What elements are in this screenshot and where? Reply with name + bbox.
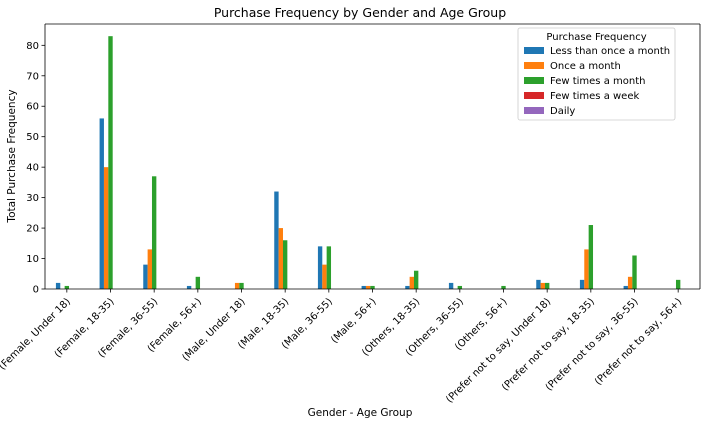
bar [579, 279, 585, 289]
y-tick-label: 20 [26, 224, 39, 235]
bar [457, 285, 463, 289]
bar [195, 276, 201, 289]
legend-entry: Few times a week [550, 91, 639, 102]
bar [448, 282, 454, 289]
bar [588, 225, 594, 289]
legend-swatch [524, 107, 544, 114]
bar [584, 249, 589, 289]
x-axis-label: Gender - Age Group [308, 407, 413, 419]
legend-title: Purchase Frequency [546, 32, 646, 43]
bar [108, 36, 113, 290]
bar [278, 228, 283, 289]
legend-entry: Once a month [550, 61, 621, 72]
legend: Purchase Frequency Less than once a month… [517, 27, 676, 121]
legend-swatch [524, 92, 544, 99]
bar [632, 255, 637, 289]
x-tick-label: (Prefer not to say, 18-35) [500, 296, 597, 393]
bar [151, 176, 157, 289]
legend-box [517, 27, 676, 121]
bar [147, 249, 152, 289]
bar [675, 279, 681, 289]
bar [234, 282, 240, 289]
bar [544, 282, 550, 289]
y-tick-label: 60 [26, 102, 39, 113]
bar [540, 282, 545, 289]
bar [274, 191, 279, 289]
x-tick-label: (Prefer not to say, 56+) [593, 296, 684, 387]
bar [326, 246, 332, 289]
legend-swatch [524, 47, 544, 54]
y-tick-label: 80 [26, 41, 39, 52]
bar [623, 285, 628, 289]
bar [317, 246, 323, 289]
legend-entry: Few times a month [550, 76, 645, 87]
y-tick-label: 40 [26, 163, 39, 174]
legend-entry: Daily [550, 106, 575, 117]
y-tick-label: 30 [26, 193, 39, 204]
chart-title: Purchase Frequency by Gender and Age Gro… [214, 5, 506, 20]
bar [405, 285, 410, 289]
legend-swatch [524, 62, 544, 69]
y-tick-label: 70 [26, 71, 39, 82]
bar [413, 270, 419, 289]
bar [322, 264, 327, 289]
y-axis-label: Total Purchase Frequency [6, 89, 18, 223]
bar [361, 285, 366, 289]
legend-entry: Less than once a month [550, 46, 670, 57]
bar [239, 282, 244, 289]
bar [501, 285, 506, 289]
bar [409, 276, 414, 289]
bar [103, 167, 109, 289]
bar [627, 276, 633, 289]
bar [186, 285, 192, 289]
legend-swatch [524, 77, 544, 84]
bar [99, 118, 104, 290]
y-tick-label: 0 [33, 285, 39, 296]
x-tick-label: (Prefer not to say, 36-55) [544, 296, 641, 393]
x-tick-label: (Female, Under 18) [0, 296, 73, 372]
bar [282, 240, 288, 289]
bar [370, 285, 375, 289]
bar [536, 279, 541, 289]
bar [55, 282, 61, 289]
y-tick-label: 50 [26, 132, 39, 143]
bar [143, 264, 148, 289]
bar [64, 285, 70, 289]
bar [365, 285, 371, 289]
y-tick-label: 10 [26, 254, 39, 265]
